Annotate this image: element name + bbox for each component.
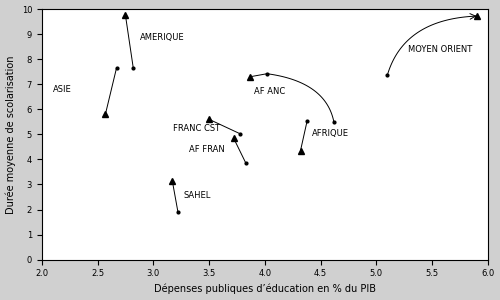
Text: MOYEN ORIENT: MOYEN ORIENT xyxy=(408,45,472,54)
Text: SAHEL: SAHEL xyxy=(184,191,211,200)
Y-axis label: Durée moyenne de scolarisation: Durée moyenne de scolarisation xyxy=(6,55,16,214)
Text: AF FRAN: AF FRAN xyxy=(189,146,225,154)
X-axis label: Dépenses publiques d’éducation en % du PIB: Dépenses publiques d’éducation en % du P… xyxy=(154,284,376,294)
Text: FRANC CST: FRANC CST xyxy=(174,124,220,133)
Text: AFRIQUE: AFRIQUE xyxy=(312,129,348,138)
Text: ASIE: ASIE xyxy=(53,85,72,94)
Text: AMERIQUE: AMERIQUE xyxy=(140,33,184,42)
Text: AF ANC: AF ANC xyxy=(254,87,285,96)
